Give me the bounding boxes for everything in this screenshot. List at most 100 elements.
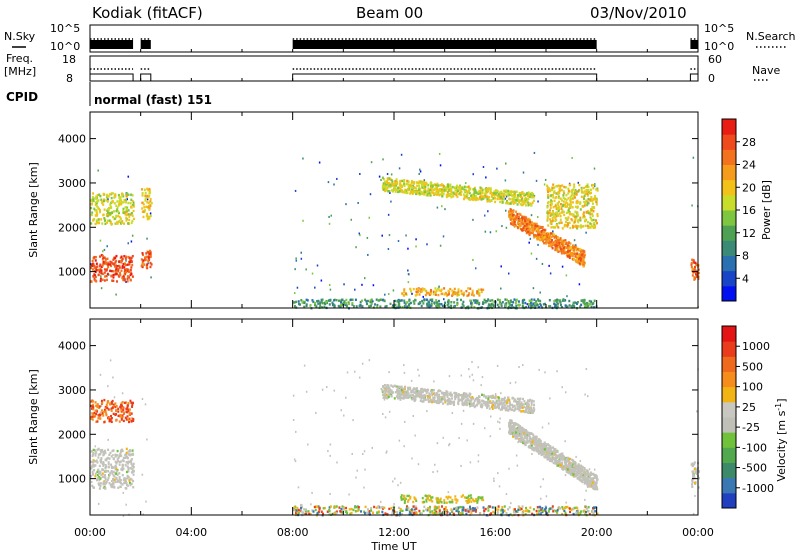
echo-cell xyxy=(423,396,426,399)
echo-cell xyxy=(537,233,540,237)
echo-cell xyxy=(381,505,384,509)
echo-cell xyxy=(504,298,507,301)
echo-cell xyxy=(557,184,560,187)
echo-cell xyxy=(563,252,566,255)
echo-cell xyxy=(445,495,448,499)
echo-cell xyxy=(104,222,107,225)
scatter-point xyxy=(311,272,314,275)
echo-cell xyxy=(399,187,402,190)
echo-cell xyxy=(579,259,582,262)
echo-cell xyxy=(436,306,439,309)
echo-cell xyxy=(457,288,460,291)
echo-cell xyxy=(446,391,449,394)
echo-cell xyxy=(567,208,570,212)
echo-cell xyxy=(517,221,520,224)
echo-cell xyxy=(322,507,325,510)
scatter-point xyxy=(388,371,390,374)
echo-cell xyxy=(568,221,571,224)
echo-cell xyxy=(582,260,585,263)
echo-cell xyxy=(408,184,411,188)
scatter-point xyxy=(407,269,409,272)
echo-cell xyxy=(131,467,134,471)
echo-cell xyxy=(566,222,569,225)
echo-cell xyxy=(121,406,124,410)
echo-cell xyxy=(440,501,443,504)
echo-cell xyxy=(422,302,425,305)
echo-cell xyxy=(95,202,98,205)
echo-cell xyxy=(509,218,512,221)
echo-cell xyxy=(535,222,538,226)
echo-cell xyxy=(565,241,568,245)
echo-cell xyxy=(522,202,525,206)
echo-cell xyxy=(124,453,127,457)
echo-cell xyxy=(556,244,559,248)
echo-cell xyxy=(404,497,407,501)
echo-cell xyxy=(469,299,472,302)
echo-cell xyxy=(432,392,435,396)
echo-cell xyxy=(466,294,469,297)
echo-cell xyxy=(550,242,553,245)
echo-cell xyxy=(464,195,467,199)
scatter-point xyxy=(433,302,436,305)
echo-cell xyxy=(457,402,460,405)
echo-cell xyxy=(563,299,566,302)
echo-cell xyxy=(384,391,387,395)
echo-cell xyxy=(396,392,399,396)
echo-cell xyxy=(502,511,505,514)
echo-cell xyxy=(384,180,387,184)
scatter-point xyxy=(113,396,116,399)
scatter-point xyxy=(423,179,426,182)
echo-cell xyxy=(487,395,490,398)
echo-cell xyxy=(575,225,578,229)
echo-cell xyxy=(562,246,565,250)
echo-cell xyxy=(476,299,479,302)
echo-cell xyxy=(580,226,583,229)
echo-cell xyxy=(354,298,357,301)
echo-cell xyxy=(467,494,470,498)
echo-cell xyxy=(693,277,696,280)
echo-cell xyxy=(351,303,354,306)
scatter-point xyxy=(318,161,321,164)
echo-cell xyxy=(127,453,130,456)
echo-cell xyxy=(409,495,412,499)
echo-cell xyxy=(511,197,514,200)
scatter-point xyxy=(385,451,388,454)
echo-cell xyxy=(447,185,450,188)
echo-cell xyxy=(403,184,406,187)
echo-cell xyxy=(90,199,93,202)
echo-cell xyxy=(485,192,488,195)
scatter-point xyxy=(403,364,405,367)
echo-cell xyxy=(120,449,123,452)
scatter-point xyxy=(507,272,510,275)
echo-cell xyxy=(311,299,314,302)
scatter-point xyxy=(302,219,304,222)
echo-cell xyxy=(507,189,510,193)
echo-cell xyxy=(345,298,348,302)
echo-cell xyxy=(91,470,94,474)
echo-cell xyxy=(584,192,587,196)
echo-cell xyxy=(402,393,405,396)
echo-cell xyxy=(418,191,421,195)
echo-cell xyxy=(471,291,474,295)
echo-cell xyxy=(457,397,460,400)
scatter-point xyxy=(694,494,696,497)
echo-cell xyxy=(123,262,126,265)
echo-cell xyxy=(468,402,471,406)
echo-cell xyxy=(125,208,128,211)
echo-cell xyxy=(413,396,416,399)
echo-cell xyxy=(390,179,393,182)
scatter-point xyxy=(448,375,451,378)
echo-cell xyxy=(303,305,306,309)
scatter-point xyxy=(567,203,569,206)
echo-cell xyxy=(527,197,530,201)
echo-cell xyxy=(389,389,392,392)
echo-cell xyxy=(477,292,480,295)
scatter-point xyxy=(326,386,328,389)
scatter-point xyxy=(391,480,394,483)
echo-cell xyxy=(406,188,409,191)
echo-cell xyxy=(428,505,431,509)
colorbar-swatch xyxy=(722,149,736,165)
echo-cell xyxy=(123,266,126,269)
echo-cell xyxy=(104,260,107,263)
echo-cell xyxy=(141,207,144,210)
